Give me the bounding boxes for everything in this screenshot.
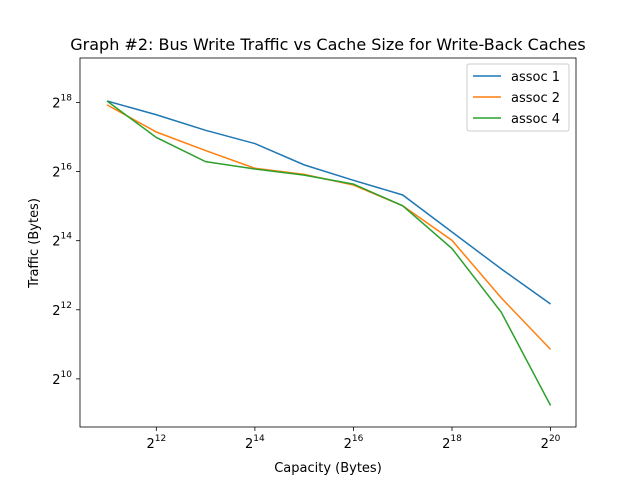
- x-tick-label: 216: [344, 434, 364, 452]
- x-axis: 212 214 216 218 220: [146, 427, 561, 452]
- x-tick-base: 2: [344, 437, 352, 452]
- y-tick-exponent: 14: [61, 232, 73, 242]
- x-tick-label: 214: [245, 434, 265, 452]
- plot-frame: [79, 57, 577, 428]
- y-tick-exponent: 12: [61, 301, 72, 311]
- y-tick-base: 2: [52, 235, 60, 250]
- x-tick-exponent: 14: [253, 434, 265, 444]
- x-tick-base: 2: [442, 437, 450, 452]
- x-tick-exponent: 12: [155, 434, 166, 444]
- series-line-2: [106, 104, 552, 350]
- y-tick-base: 2: [52, 373, 60, 388]
- legend: assoc 1 assoc 2 assoc 4: [466, 63, 570, 132]
- series-line-3: [106, 100, 552, 406]
- y-tick-base: 2: [52, 96, 60, 111]
- y-tick-label: 214: [52, 232, 72, 250]
- x-tick-exponent: 16: [352, 434, 364, 444]
- y-axis-label: Traffic (Bytes): [27, 198, 42, 289]
- legend-label-3: assoc 4: [511, 112, 560, 127]
- y-tick-base: 2: [52, 166, 60, 181]
- plot-lines: [106, 100, 552, 406]
- x-tick-base: 2: [245, 437, 253, 452]
- y-tick-base: 2: [52, 304, 60, 319]
- chart-title: Graph #2: Bus Write Traffic vs Cache Siz…: [70, 35, 585, 54]
- x-tick-label: 212: [146, 434, 166, 452]
- x-tick-exponent: 20: [549, 434, 561, 444]
- x-tick-base: 2: [541, 437, 549, 452]
- series-line-1: [106, 100, 551, 305]
- y-tick-exponent: 16: [61, 163, 73, 173]
- x-tick-label: 218: [442, 434, 462, 452]
- legend-box: [466, 63, 570, 132]
- x-tick-label: 220: [541, 434, 561, 452]
- y-tick-label: 218: [52, 93, 72, 111]
- x-axis-label: Capacity (Bytes): [274, 461, 382, 476]
- y-tick-label: 216: [52, 163, 72, 181]
- x-tick-exponent: 18: [450, 434, 462, 444]
- y-tick-label: 210: [52, 370, 72, 388]
- y-tick-label: 212: [52, 301, 72, 319]
- legend-label-2: assoc 2: [511, 91, 560, 106]
- x-tick-base: 2: [146, 437, 154, 452]
- y-tick-exponent: 10: [61, 370, 73, 380]
- y-tick-exponent: 18: [61, 93, 73, 103]
- legend-label-1: assoc 1: [511, 70, 560, 85]
